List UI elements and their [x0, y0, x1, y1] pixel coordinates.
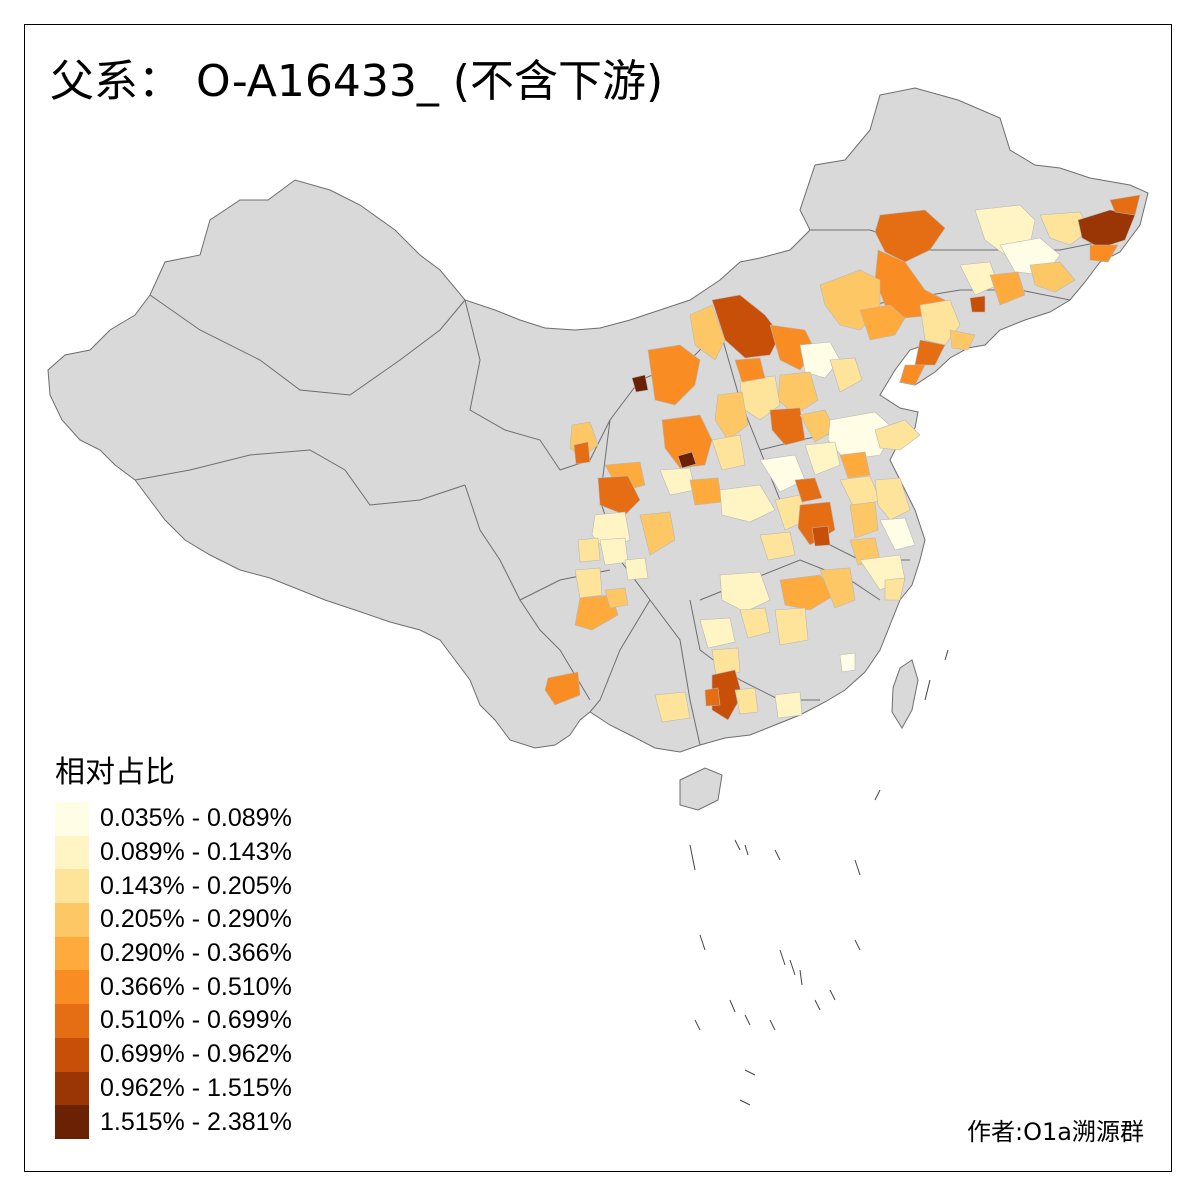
legend: 相对占比 0.035% - 0.089% 0.089% - 0.143% 0.1…	[55, 758, 292, 1139]
legend-label: 0.205% - 0.290%	[100, 905, 292, 934]
legend-title: 相对占比	[55, 755, 175, 790]
china-mainland	[47, 87, 1149, 753]
legend-row: 1.515% - 2.381%	[55, 1105, 292, 1139]
legend-swatch	[55, 1004, 89, 1038]
legend-row: 0.699% - 0.962%	[55, 1037, 292, 1072]
legend-label: 0.035% - 0.089%	[100, 804, 292, 833]
legend-swatch	[55, 970, 89, 1005]
taiwan-island	[891, 659, 919, 729]
legend-row: 0.035% - 0.089%	[55, 802, 292, 836]
legend-swatch	[55, 903, 89, 937]
legend-swatch	[55, 869, 89, 904]
legend-swatch	[55, 802, 89, 836]
legend-row: 0.143% - 0.205%	[55, 869, 292, 904]
legend-swatch	[55, 936, 89, 971]
map-title: 父系： O-A16433_ (不含下游)	[50, 56, 664, 107]
legend-label: 1.515% - 2.381%	[100, 1107, 292, 1136]
legend-label: 0.089% - 0.143%	[100, 838, 292, 867]
legend-row: 0.205% - 0.290%	[55, 903, 292, 937]
legend-swatch	[55, 1105, 89, 1139]
hainan-island	[679, 767, 723, 811]
legend-label: 0.290% - 0.366%	[100, 939, 292, 968]
legend-row: 0.089% - 0.143%	[55, 835, 292, 870]
legend-label: 0.962% - 1.515%	[100, 1073, 292, 1102]
legend-swatch	[55, 1037, 89, 1072]
legend-items: 0.035% - 0.089% 0.089% - 0.143% 0.143% -…	[55, 802, 292, 1139]
legend-swatch	[55, 835, 89, 870]
data-regions	[544, 194, 1141, 723]
legend-label: 0.510% - 0.699%	[100, 1006, 292, 1035]
legend-row: 0.290% - 0.366%	[55, 936, 292, 971]
legend-swatch	[55, 1071, 89, 1106]
legend-label: 0.366% - 0.510%	[100, 972, 292, 1001]
legend-label: 0.699% - 0.962%	[100, 1040, 292, 1069]
author-credit: 作者:O1a溯源群	[967, 1118, 1144, 1146]
legend-label: 0.143% - 0.205%	[100, 871, 292, 900]
south-china-sea-islands	[689, 649, 949, 1106]
legend-row: 0.510% - 0.699%	[55, 1004, 292, 1038]
map-frame	[24, 24, 1172, 1172]
legend-row: 0.366% - 0.510%	[55, 970, 292, 1005]
legend-row: 0.962% - 1.515%	[55, 1071, 292, 1106]
